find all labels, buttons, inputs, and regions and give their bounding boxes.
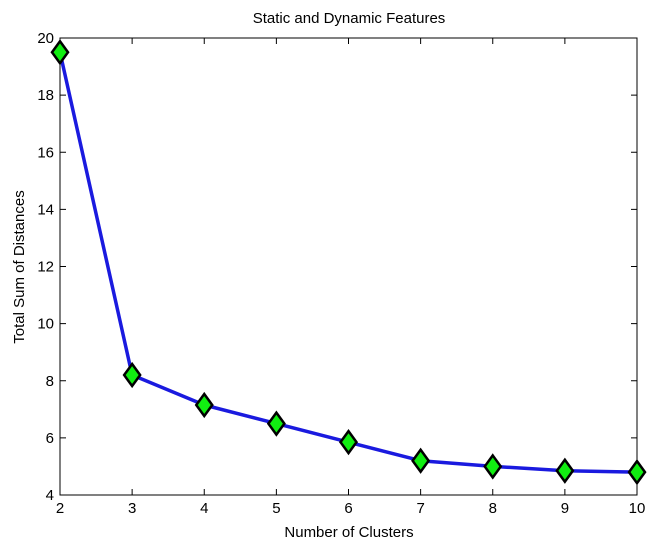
series-line bbox=[58, 51, 638, 474]
data-point-marker bbox=[483, 453, 503, 480]
x-tick-label: 7 bbox=[416, 500, 424, 517]
x-tick-label: 6 bbox=[344, 500, 352, 517]
data-point-marker bbox=[50, 39, 70, 66]
x-tick-labels: 2 3 4 5 6 7 8 9 10 bbox=[56, 500, 646, 517]
chart-title: Static and Dynamic Features bbox=[253, 10, 446, 27]
y-tick-labels: 4 6 8 10 12 14 16 18 20 bbox=[37, 30, 54, 504]
y-tick-label: 12 bbox=[37, 259, 54, 276]
y-tick-label: 10 bbox=[37, 316, 54, 333]
x-tick-label: 4 bbox=[200, 500, 208, 517]
series-markers bbox=[50, 39, 647, 486]
y-tick-label: 4 bbox=[46, 487, 54, 504]
y-tick-label: 6 bbox=[46, 430, 54, 447]
y-tick-label: 14 bbox=[37, 201, 54, 218]
data-point-marker bbox=[122, 361, 142, 389]
plot-area bbox=[59, 37, 638, 496]
y-tick-label: 18 bbox=[37, 87, 54, 104]
x-tick-label: 10 bbox=[629, 500, 646, 517]
x-tick-label: 9 bbox=[561, 500, 569, 517]
data-point-marker bbox=[411, 447, 431, 474]
data-point-marker bbox=[627, 459, 647, 486]
x-tick-label: 5 bbox=[272, 500, 280, 517]
y-tick-label: 8 bbox=[46, 373, 54, 390]
y-tick-label: 20 bbox=[37, 30, 54, 47]
axis-ticks bbox=[59, 37, 638, 496]
x-tick-label: 3 bbox=[128, 500, 136, 517]
x-tick-label: 2 bbox=[56, 500, 64, 517]
y-axis-label: Total Sum of Distances bbox=[11, 190, 28, 343]
data-point-marker bbox=[194, 391, 214, 419]
data-point-marker bbox=[338, 429, 359, 456]
y-tick-label: 16 bbox=[37, 144, 54, 161]
data-point-marker bbox=[266, 410, 286, 437]
x-axis-label: Number of Clusters bbox=[284, 524, 413, 539]
x-tick-label: 8 bbox=[489, 500, 497, 517]
data-point-marker bbox=[555, 457, 575, 484]
